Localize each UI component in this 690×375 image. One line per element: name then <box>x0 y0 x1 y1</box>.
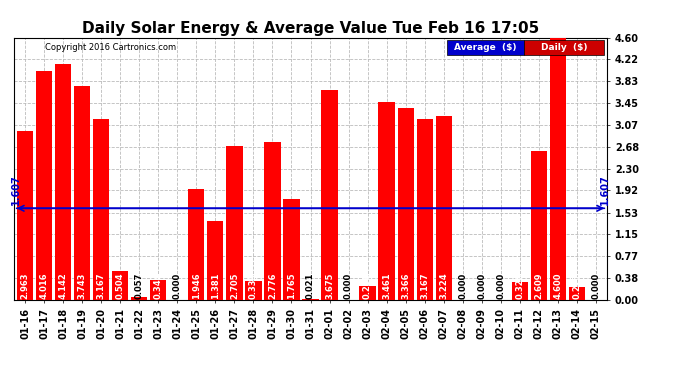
Bar <box>226 146 242 300</box>
Text: 3.461: 3.461 <box>382 272 391 299</box>
Bar <box>150 280 166 300</box>
Text: 0.000: 0.000 <box>458 273 467 299</box>
Bar <box>550 38 566 300</box>
Bar <box>417 119 433 300</box>
Text: 2.609: 2.609 <box>534 272 543 299</box>
Text: 0.000: 0.000 <box>344 273 353 299</box>
Bar <box>359 286 375 300</box>
Text: 0.057: 0.057 <box>135 273 144 299</box>
Text: 4.016: 4.016 <box>40 272 49 299</box>
Text: 0.000: 0.000 <box>477 273 486 299</box>
Text: 1.607: 1.607 <box>11 175 21 206</box>
Text: 3.743: 3.743 <box>78 273 87 299</box>
Bar <box>531 151 546 300</box>
Bar <box>17 131 33 300</box>
Bar <box>379 102 395 300</box>
Bar <box>397 108 414 300</box>
Bar <box>264 142 281 300</box>
Bar <box>36 71 52 300</box>
Text: 2.963: 2.963 <box>21 272 30 299</box>
Text: 0.339: 0.339 <box>249 273 258 299</box>
Bar <box>435 116 452 300</box>
Bar <box>246 280 262 300</box>
Text: 0.504: 0.504 <box>116 272 125 299</box>
Bar <box>207 221 224 300</box>
FancyBboxPatch shape <box>524 40 604 55</box>
Bar <box>131 297 148 300</box>
Text: 1.765: 1.765 <box>287 272 296 299</box>
Text: 0.320: 0.320 <box>515 273 524 299</box>
Title: Daily Solar Energy & Average Value Tue Feb 16 17:05: Daily Solar Energy & Average Value Tue F… <box>82 21 539 36</box>
Text: 1.381: 1.381 <box>211 272 220 299</box>
Text: 0.000: 0.000 <box>591 273 600 299</box>
Text: 1.607: 1.607 <box>600 175 610 206</box>
Text: 1.946: 1.946 <box>192 272 201 299</box>
Text: 3.224: 3.224 <box>439 272 448 299</box>
Bar <box>112 271 128 300</box>
Text: 3.167: 3.167 <box>420 272 429 299</box>
Text: 0.021: 0.021 <box>306 272 315 299</box>
Text: 0.227: 0.227 <box>572 272 581 299</box>
FancyBboxPatch shape <box>447 40 524 55</box>
Bar <box>322 90 337 300</box>
Text: 3.675: 3.675 <box>325 272 334 299</box>
Text: 3.167: 3.167 <box>97 272 106 299</box>
Text: 4.600: 4.600 <box>553 272 562 299</box>
Bar <box>284 199 299 300</box>
Bar <box>302 299 319 300</box>
Bar <box>75 86 90 300</box>
Text: 0.344: 0.344 <box>154 272 163 299</box>
Text: 0.000: 0.000 <box>496 273 505 299</box>
Bar <box>511 282 528 300</box>
Bar <box>55 64 71 300</box>
Text: 2.705: 2.705 <box>230 272 239 299</box>
Text: 0.238: 0.238 <box>363 273 372 299</box>
Text: Daily  ($): Daily ($) <box>541 43 587 52</box>
Text: 3.366: 3.366 <box>401 272 410 299</box>
Bar <box>569 287 585 300</box>
Text: 0.000: 0.000 <box>173 273 182 299</box>
Bar <box>93 119 110 300</box>
Text: Average  ($): Average ($) <box>454 43 517 52</box>
Text: 2.776: 2.776 <box>268 272 277 299</box>
Bar <box>188 189 204 300</box>
Text: Copyright 2016 Cartronics.com: Copyright 2016 Cartronics.com <box>45 43 176 52</box>
Text: 4.142: 4.142 <box>59 272 68 299</box>
